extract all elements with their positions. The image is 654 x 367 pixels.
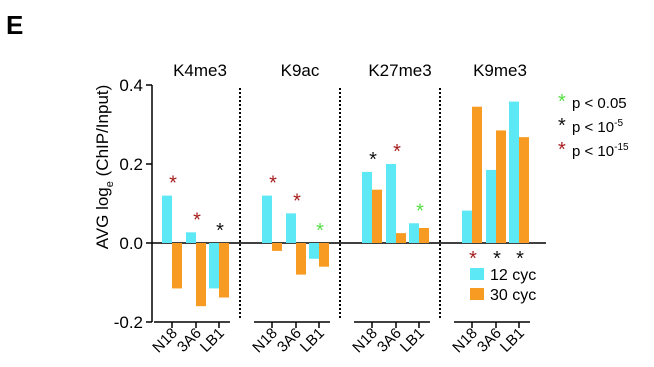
significance-star: * bbox=[216, 220, 224, 242]
bar bbox=[172, 243, 182, 289]
x-tick-label: LB1 bbox=[397, 325, 428, 356]
significance-star: * bbox=[516, 248, 524, 270]
bar bbox=[362, 171, 372, 243]
legend-star: * bbox=[558, 91, 566, 113]
y-tick-label: -0.2 bbox=[114, 313, 143, 332]
bar bbox=[486, 169, 496, 243]
x-tick-label: LB1 bbox=[197, 325, 228, 356]
legend-star: * bbox=[558, 139, 566, 161]
bar bbox=[509, 101, 519, 243]
bar bbox=[462, 210, 472, 243]
bar bbox=[196, 243, 206, 307]
x-tick-label: LB1 bbox=[297, 325, 328, 356]
bar bbox=[209, 243, 219, 289]
significance-star: * bbox=[269, 173, 277, 195]
panel-title: K4me3 bbox=[173, 61, 227, 80]
legend-swatch bbox=[470, 288, 484, 300]
bar bbox=[519, 137, 529, 243]
bar bbox=[286, 213, 296, 243]
significance-star: * bbox=[393, 141, 401, 163]
bar bbox=[372, 189, 382, 243]
legend-label: 30 cyc bbox=[490, 287, 536, 304]
legend-pvalue: p < 10-5 bbox=[572, 118, 623, 136]
y-axis-label: AVG loge (ChIP/Input) bbox=[93, 85, 116, 250]
bar bbox=[272, 243, 282, 251]
significance-star: * bbox=[493, 248, 501, 270]
panel-title: K9me3 bbox=[473, 61, 527, 80]
bar bbox=[472, 106, 482, 243]
bar bbox=[396, 233, 406, 243]
bar bbox=[319, 243, 329, 267]
panel-letter: E bbox=[6, 10, 24, 40]
significance-star: * bbox=[416, 200, 424, 222]
significance-star: * bbox=[369, 149, 377, 171]
bar bbox=[219, 243, 229, 298]
bar bbox=[496, 130, 506, 243]
panel-title: K9ac bbox=[281, 61, 320, 80]
bar bbox=[309, 243, 319, 259]
significance-star: * bbox=[316, 220, 324, 242]
x-tick-label: LB1 bbox=[497, 325, 528, 356]
panel-title: K27me3 bbox=[368, 61, 431, 80]
significance-star: * bbox=[169, 173, 177, 195]
bar bbox=[386, 164, 396, 243]
y-tick-label: 0.2 bbox=[119, 155, 143, 174]
bar bbox=[296, 243, 306, 275]
legend-swatch bbox=[470, 268, 484, 280]
legend-star: * bbox=[558, 115, 566, 137]
y-tick-label: 0.0 bbox=[119, 234, 143, 253]
legend-pvalue: p < 10-15 bbox=[572, 142, 629, 160]
bar bbox=[409, 223, 419, 243]
significance-star: * bbox=[193, 209, 201, 231]
y-tick-label: 0.4 bbox=[119, 76, 143, 95]
significance-star: * bbox=[293, 190, 301, 212]
bar bbox=[186, 232, 196, 243]
bar bbox=[262, 195, 272, 243]
bar bbox=[419, 227, 429, 243]
legend-label: 12 cyc bbox=[490, 267, 536, 284]
bar bbox=[162, 195, 172, 243]
legend-pvalue: p < 0.05 bbox=[572, 95, 627, 112]
significance-star: * bbox=[469, 248, 477, 270]
